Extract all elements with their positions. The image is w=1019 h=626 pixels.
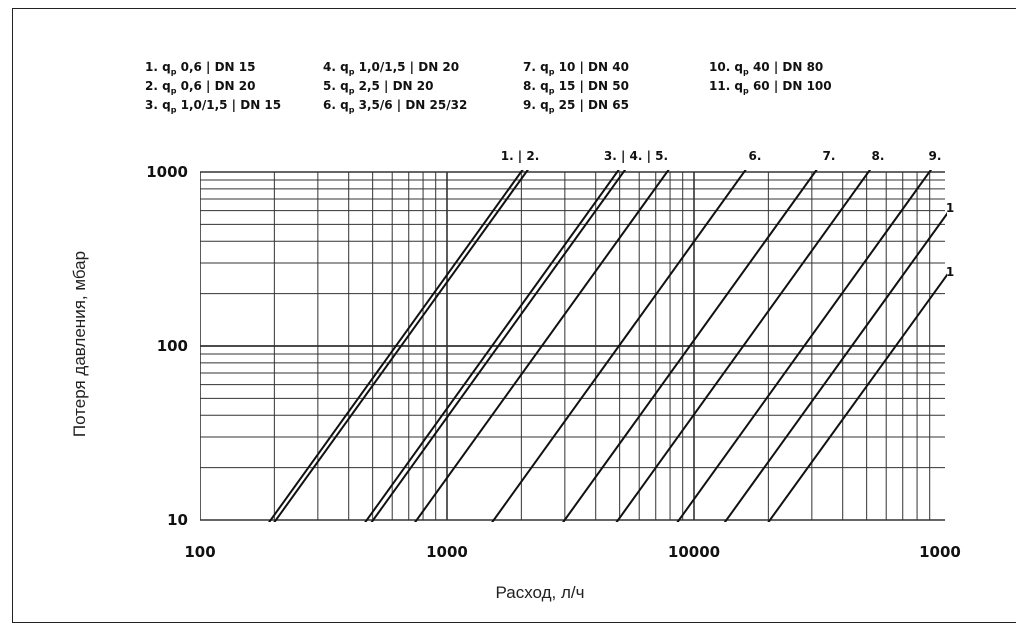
- curve-label: 8.: [872, 149, 885, 163]
- series-line-7: [562, 170, 818, 522]
- x-tick-label: 1000: [426, 543, 468, 561]
- x-tick-label: 100: [184, 543, 215, 561]
- curve-label: 7.: [823, 149, 836, 163]
- grid: [200, 171, 945, 521]
- series-line-4: [370, 170, 627, 522]
- series-line-5: [414, 170, 670, 522]
- curve-label: 9.: [929, 149, 942, 163]
- legend-entry: 7. qp 10 | DN 40: [523, 60, 629, 77]
- y-tick-label: 100: [157, 337, 188, 355]
- y-tick-label: 10: [167, 511, 188, 529]
- curve-label: 1. | 2.: [501, 149, 540, 163]
- series-line-8: [615, 170, 872, 522]
- series-line-9: [676, 170, 933, 522]
- curve-label: 1: [946, 265, 954, 279]
- legend-entry: 11. qp 60 | DN 100: [709, 79, 832, 96]
- legend-entry: 5. qp 2,5 | DN 20: [323, 79, 434, 96]
- curve-label: 3. | 4. | 5.: [604, 149, 668, 163]
- legend-entry: 1. qp 0,6 | DN 15: [145, 60, 256, 77]
- legend-entry: 8. qp 15 | DN 50: [523, 79, 629, 96]
- series-line-2: [273, 170, 529, 522]
- series-group: [268, 170, 947, 522]
- y-tick-label: 1000: [146, 163, 188, 181]
- y-axis-label: Потеря давления, мбар: [70, 250, 89, 438]
- x-axis-label: Расход, л/ч: [495, 583, 585, 602]
- x-tick-label: 10000: [668, 543, 720, 561]
- curve-label: 1: [946, 201, 954, 215]
- legend-entry: 6. qp 3,5/6 | DN 25/32: [323, 98, 468, 115]
- legend-entry: 10. qp 40 | DN 80: [709, 60, 824, 77]
- x-tick-label: 1000: [919, 543, 961, 561]
- series-line-10: [723, 212, 947, 522]
- series-line-11: [767, 273, 947, 522]
- legend-entry: 9. qp 25 | DN 65: [523, 98, 629, 115]
- legend-entry: 4. qp 1,0/1,5 | DN 20: [323, 60, 460, 77]
- series-line-1: [268, 170, 524, 522]
- series-line-3: [364, 170, 620, 522]
- legend-entry: 3. qp 1,0/1,5 | DN 15: [145, 98, 282, 115]
- chart-frame: [12, 8, 1016, 623]
- legend-entry: 2. qp 0,6 | DN 20: [145, 79, 256, 96]
- series-line-6: [491, 170, 747, 522]
- curve-label: 6.: [749, 149, 762, 163]
- legend: 1. qp 0,6 | DN 15 2. qp 0,6 | DN 20 3. qp …: [145, 60, 905, 130]
